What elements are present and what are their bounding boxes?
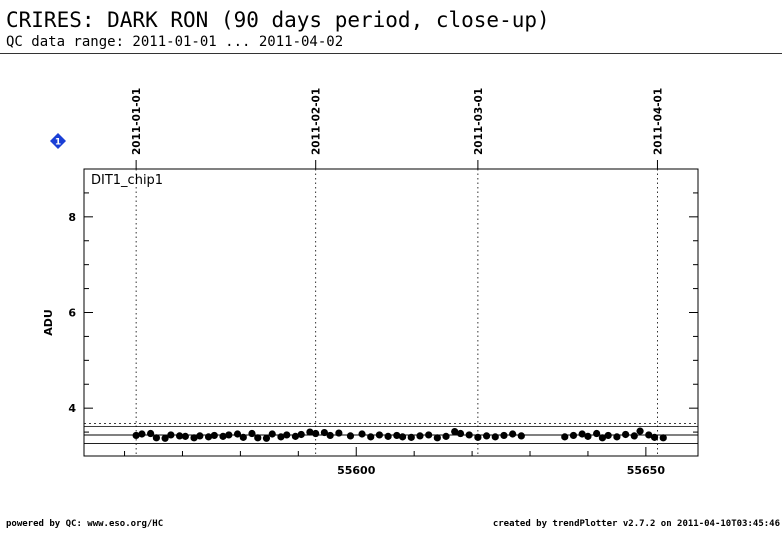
data-point [367,433,375,441]
data-point [384,432,392,440]
x-tick-label: 55650 [627,464,666,477]
data-point [398,433,407,441]
data-point [630,432,638,440]
data-point [621,430,630,439]
footer-powered-by: powered by QC: www.eso.org/HC [6,519,164,529]
data-point [613,433,621,441]
footer-created-by: created by trendPlotter v2.7.2 on 2011-0… [492,519,780,529]
x-tick-label: 55600 [337,464,376,477]
date-label: 2011-04-01 [652,88,664,155]
chart-subtitle: QC data range: 2011-01-01 ... 2011-04-02 [6,34,344,50]
data-point [346,432,355,440]
data-point [283,431,291,439]
panel-label: DIT1_chip1 [91,173,163,188]
badge-label: 1 [55,138,61,148]
data-point [219,432,227,440]
data-point [598,434,607,442]
data-point [358,430,366,438]
info-badge[interactable]: 1 [50,133,66,149]
data-point [561,433,569,441]
data-point [407,433,415,441]
diamond-icon [50,133,66,149]
data-point [254,434,262,442]
axes: 4 6 8 55600 55650 [68,168,698,477]
date-lines: 2011-01-01 2011-02-01 2011-03-01 2011-04-01 [131,88,664,456]
data-point [569,431,578,440]
y-tick-label: 4 [68,402,76,415]
plot-frame [83,168,699,457]
data-point [204,433,213,441]
data-point [138,430,146,438]
data-point [248,429,256,438]
data-point [210,431,218,440]
data-point [132,431,140,440]
date-label: 2011-01-01 [131,88,143,155]
data-point [312,429,320,438]
data-point [482,432,491,440]
y-tick-label: 6 [68,307,76,320]
data-point [147,429,155,438]
data-point [517,432,525,440]
data-point [152,434,161,442]
data-point [650,433,659,441]
data-point [393,431,401,440]
data-point [175,432,184,440]
data-point [233,430,242,438]
data-point [659,434,667,442]
data-point [375,431,384,439]
data-point [604,431,612,440]
data-point [297,430,305,439]
date-label: 2011-02-01 [311,88,323,155]
data-point [239,433,247,441]
data-point [306,428,314,436]
data-point [451,428,459,436]
data-point [491,433,499,441]
data-point [465,431,473,439]
data-point [291,432,300,440]
data-point [196,432,204,440]
data-point [474,433,482,441]
data-point [416,432,424,440]
data-point [167,431,175,439]
data-point [225,431,233,439]
data-point [645,431,653,439]
data-point [593,429,601,438]
data-point [326,431,334,440]
data-point [433,434,441,442]
data-point [442,432,450,440]
data-point [181,432,189,440]
data-point [190,434,198,442]
data-point [636,427,644,435]
data-point [456,429,465,438]
header-divider [0,53,782,54]
y-tick-label: 8 [68,211,76,224]
data-point [500,431,508,440]
data-point [335,429,343,437]
data-point [268,430,276,438]
y-axis-label: ADU [42,309,55,336]
data-point [509,430,517,438]
data-point [320,428,328,437]
date-label: 2011-03-01 [473,88,485,155]
data-point [262,434,271,442]
data-points [132,427,667,442]
data-point [425,431,433,439]
chart-title: CRIRES: DARK RON (90 days period, close-… [6,8,550,32]
data-point [161,434,169,442]
data-point [578,430,586,438]
data-point [584,432,592,440]
data-point [277,433,285,441]
